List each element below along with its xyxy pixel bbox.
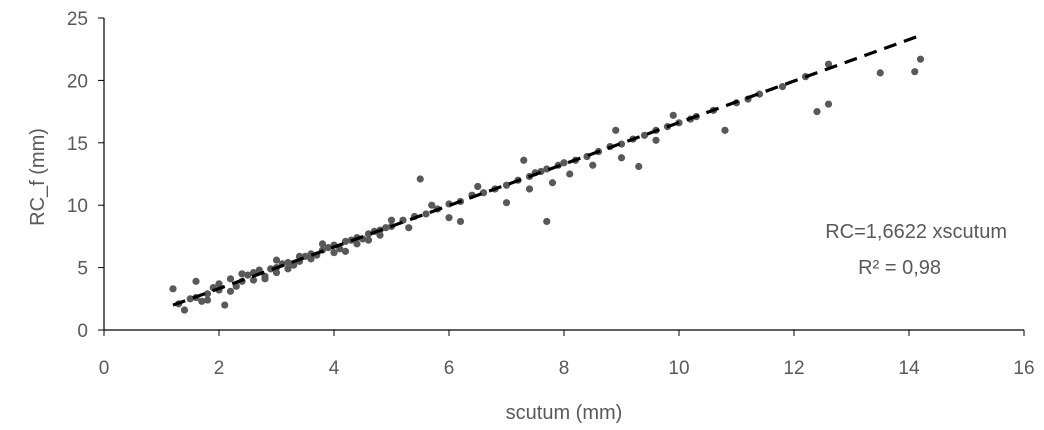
- data-point: [284, 259, 292, 267]
- data-point: [353, 240, 361, 248]
- data-point: [824, 100, 833, 108]
- data-point: [341, 237, 350, 245]
- data-point: [916, 55, 925, 63]
- data-point: [824, 60, 833, 68]
- x-tick-label: 12: [783, 358, 804, 379]
- data-point: [640, 131, 649, 139]
- data-point: [203, 290, 212, 298]
- data-point: [341, 247, 350, 255]
- data-point: [226, 275, 235, 283]
- data-point: [192, 277, 200, 285]
- data-point: [566, 170, 574, 178]
- data-point: [238, 270, 246, 278]
- data-point: [376, 231, 384, 239]
- x-axis-title: scutum (mm): [506, 402, 623, 424]
- y-tick-label: 0: [77, 321, 88, 342]
- data-point: [272, 256, 281, 264]
- data-point: [249, 276, 258, 284]
- data-point: [382, 224, 390, 232]
- data-point: [560, 159, 568, 167]
- data-point: [543, 217, 551, 226]
- data-point: [617, 154, 626, 162]
- x-tick-label: 10: [668, 358, 689, 379]
- data-point: [456, 217, 465, 226]
- equation-annotation: RC=1,6622 xscutum: [825, 221, 1007, 243]
- data-point: [813, 108, 821, 116]
- labels: 0 2 4 6 8 10 12 14 16 0 5 10 15 20 25: [67, 9, 1035, 379]
- data-point: [911, 68, 919, 76]
- r-squared-annotation: R² = 0,98: [858, 257, 941, 279]
- data-point: [422, 210, 430, 218]
- data-point: [364, 236, 373, 244]
- data-point: [261, 275, 269, 283]
- x-tick-label: 14: [898, 358, 920, 379]
- data-point: [778, 83, 787, 91]
- x-tick-label: 8: [559, 358, 570, 379]
- data-point: [364, 230, 373, 238]
- data-point: [548, 179, 557, 187]
- data-point: [525, 185, 534, 193]
- data-point: [652, 136, 660, 144]
- y-axis-title: RC_f (mm): [27, 128, 49, 226]
- data-point: [180, 306, 189, 314]
- data-point: [428, 201, 436, 209]
- data-point: [324, 244, 332, 252]
- data-point: [474, 182, 482, 191]
- x-tick-label: 16: [1013, 358, 1034, 379]
- data-point: [416, 175, 424, 183]
- data-point: [215, 280, 223, 288]
- data-point: [612, 126, 620, 134]
- x-tick-label: 6: [444, 358, 455, 379]
- x-tick-label: 4: [329, 358, 340, 379]
- data-point: [520, 156, 528, 164]
- data-point: [186, 295, 194, 303]
- x-tick-label: 2: [214, 358, 225, 379]
- data-point: [502, 181, 511, 189]
- data-point: [272, 268, 281, 277]
- data-point: [387, 216, 396, 224]
- data-point: [330, 249, 338, 257]
- data-point: [318, 240, 327, 248]
- trendline-layer: [172, 33, 922, 307]
- data-point: [876, 69, 884, 77]
- data-point: [543, 165, 551, 173]
- data-point: [307, 255, 315, 263]
- trendline: [172, 33, 922, 307]
- data-point: [405, 224, 413, 232]
- x-tick-label: 0: [99, 358, 110, 379]
- data-points: [169, 55, 925, 314]
- data-point: [198, 297, 206, 305]
- data-point: [755, 90, 764, 98]
- y-tick-label: 10: [67, 196, 88, 217]
- data-point: [203, 296, 212, 304]
- data-point: [635, 162, 643, 171]
- data-point: [284, 265, 292, 273]
- y-tick-label: 20: [67, 71, 88, 92]
- data-point: [445, 214, 453, 222]
- y-tick-label: 25: [67, 9, 88, 30]
- axes: [98, 17, 1025, 336]
- data-point: [221, 301, 229, 309]
- data-point: [721, 126, 729, 134]
- data-point: [669, 111, 677, 119]
- data-point: [589, 161, 597, 169]
- y-tick-label: 15: [67, 134, 88, 155]
- data-point: [617, 140, 626, 148]
- y-tick-label: 5: [77, 259, 88, 280]
- data-point: [502, 199, 511, 207]
- data-point: [169, 285, 177, 293]
- data-point: [226, 287, 235, 295]
- data-point: [244, 271, 252, 279]
